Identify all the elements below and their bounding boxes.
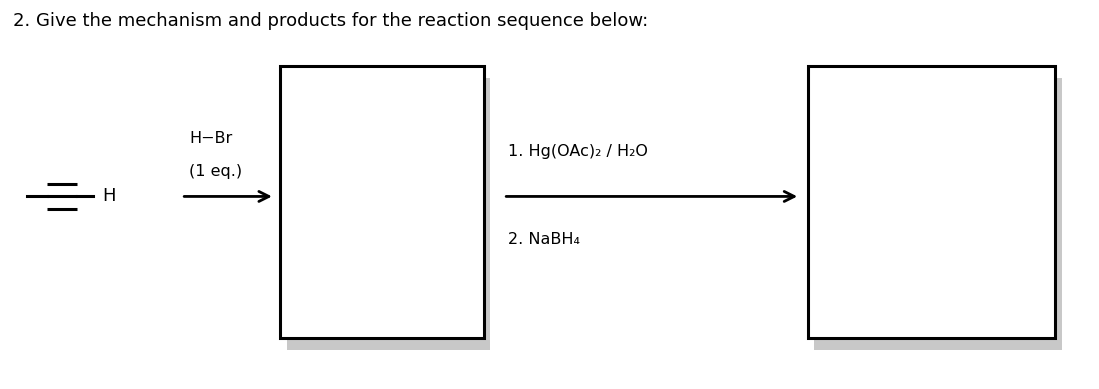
Bar <box>287 78 490 350</box>
Text: 2. Give the mechanism and products for the reaction sequence below:: 2. Give the mechanism and products for t… <box>13 12 648 30</box>
Text: (1 eq.): (1 eq.) <box>189 164 242 179</box>
Bar <box>280 66 484 338</box>
Text: 1. Hg(OAc)₂ / H₂O: 1. Hg(OAc)₂ / H₂O <box>508 144 647 159</box>
Bar <box>814 78 1062 350</box>
Bar <box>808 66 1055 338</box>
Text: 2. NaBH₄: 2. NaBH₄ <box>508 232 580 247</box>
Text: H: H <box>102 187 115 205</box>
Text: H−Br: H−Br <box>189 131 232 145</box>
